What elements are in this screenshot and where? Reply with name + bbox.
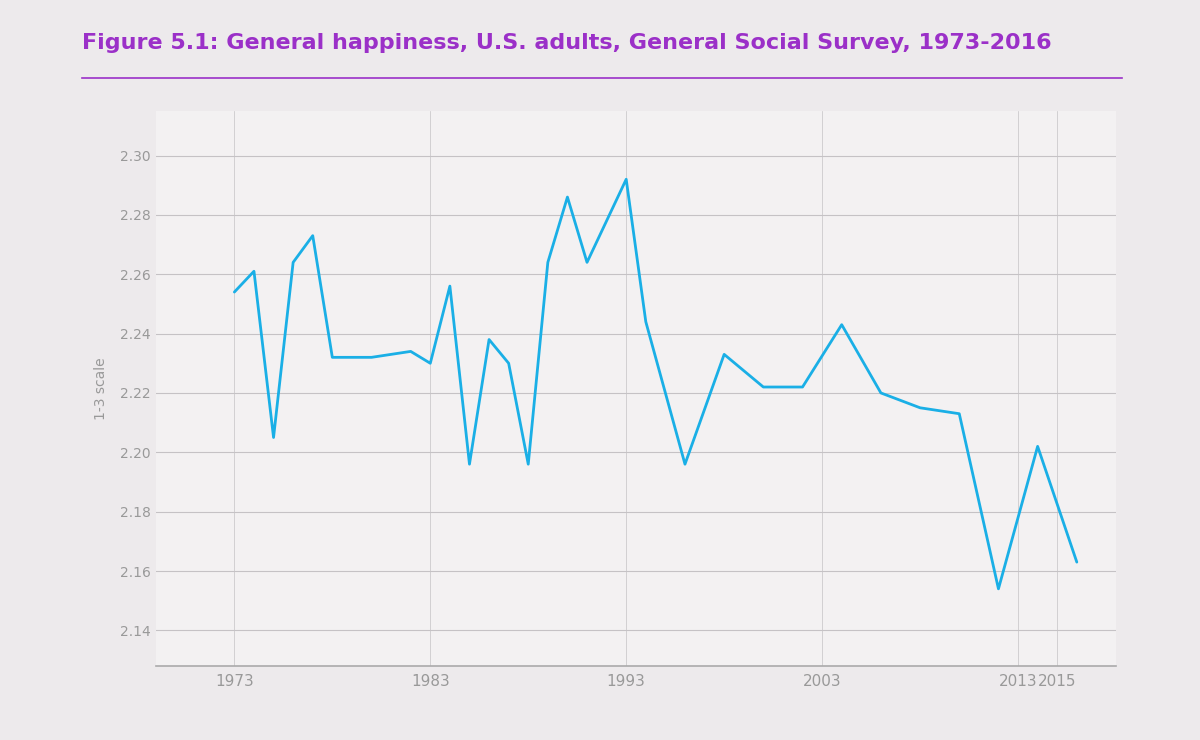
Text: Figure 5.1: General happiness, U.S. adults, General Social Survey, 1973-2016: Figure 5.1: General happiness, U.S. adul… <box>82 33 1051 53</box>
Y-axis label: 1-3 scale: 1-3 scale <box>95 357 108 420</box>
